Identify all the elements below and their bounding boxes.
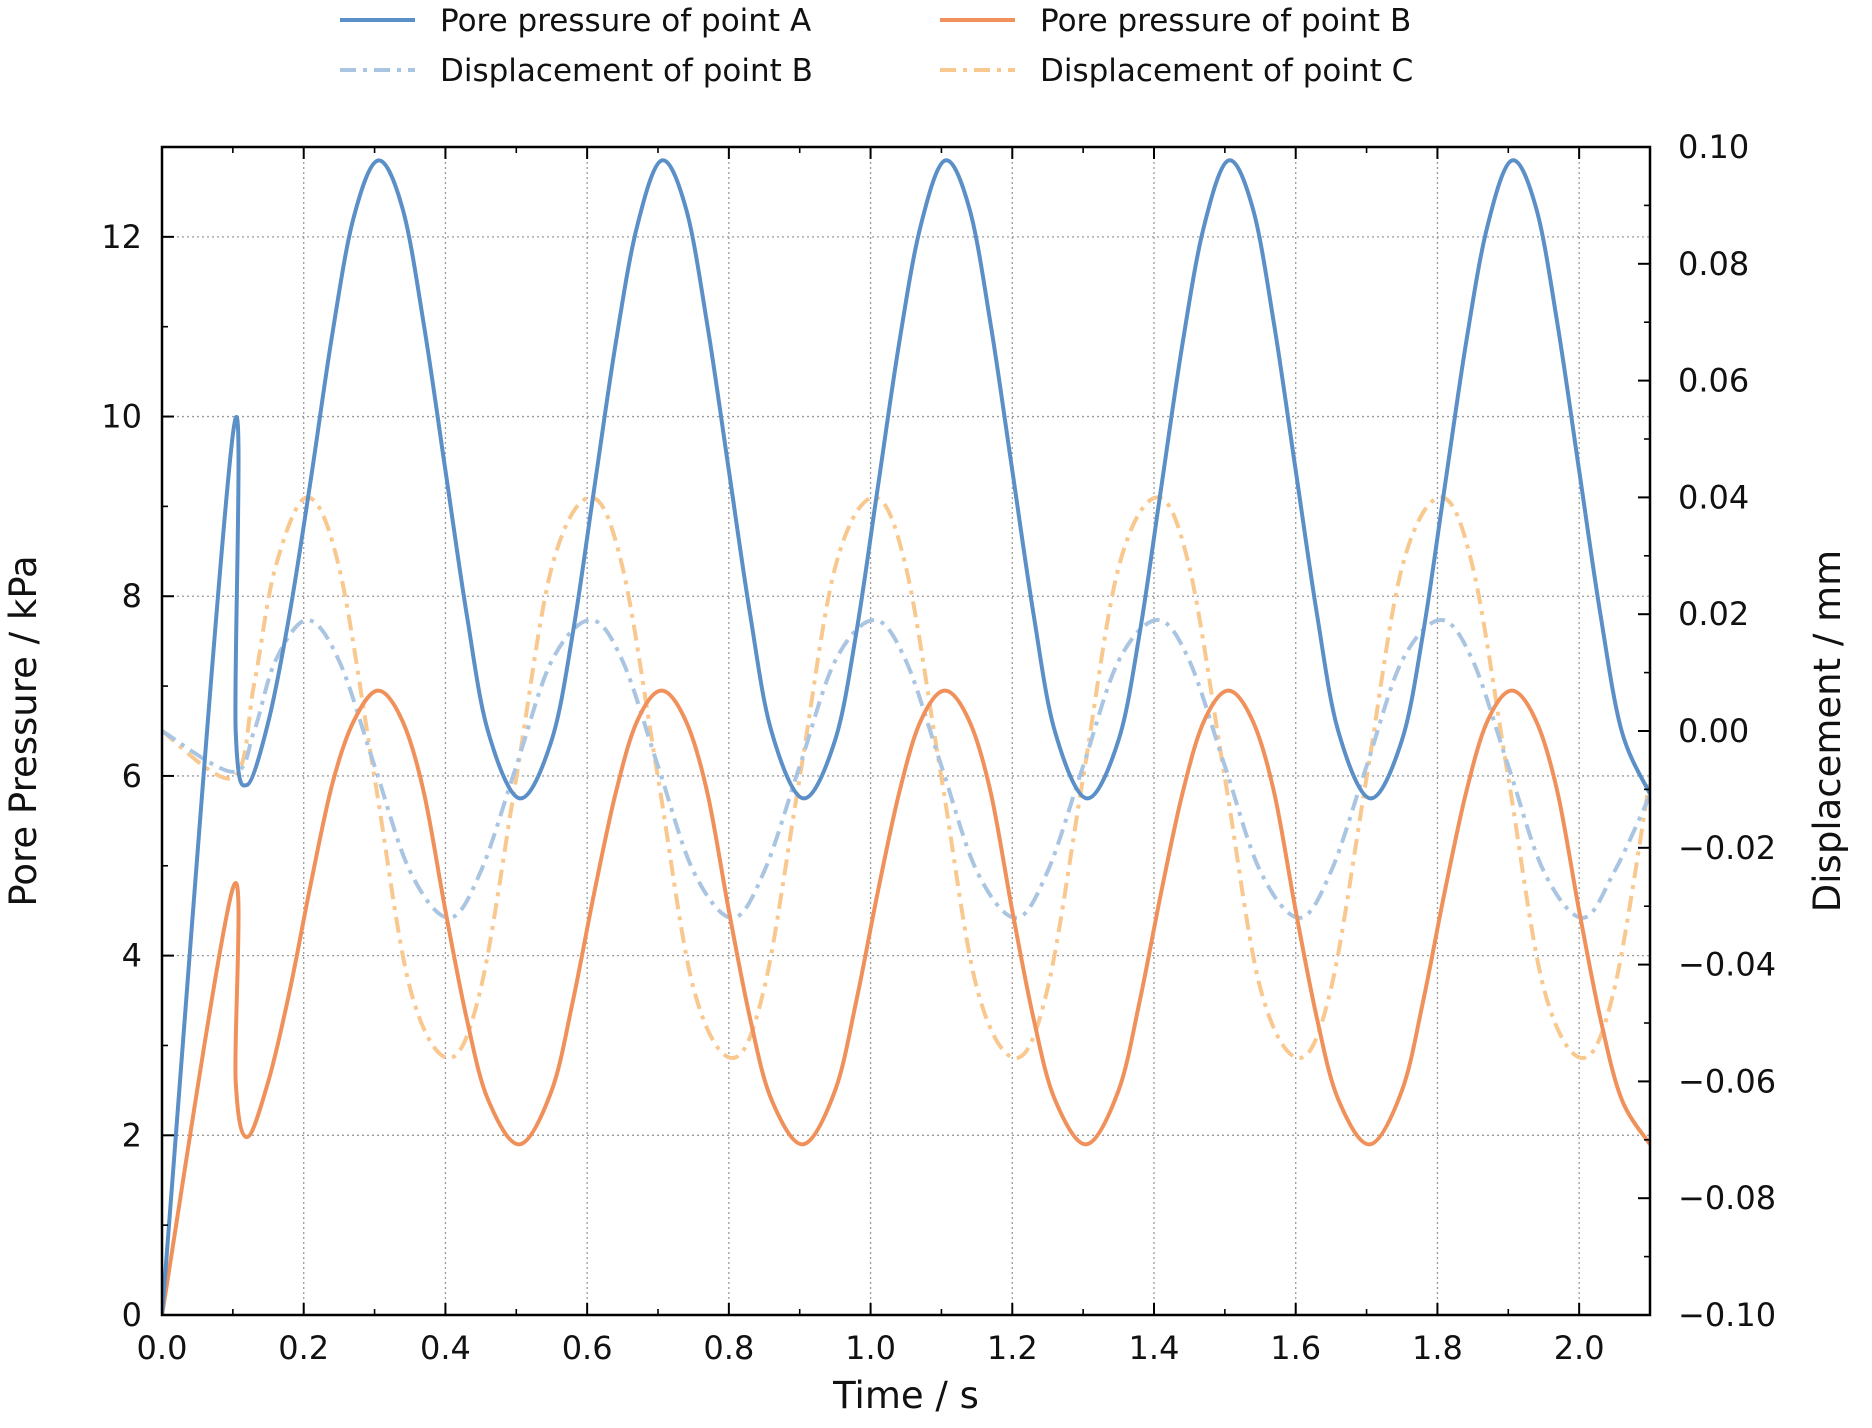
y-tick-label: 12 bbox=[101, 218, 142, 256]
y2-tick-label: 0.00 bbox=[1678, 712, 1749, 750]
y2-tick-label: 0.10 bbox=[1678, 128, 1749, 166]
series-lines bbox=[162, 158, 1650, 1315]
legend-label: Pore pressure of point B bbox=[1040, 3, 1411, 39]
series-line-2 bbox=[162, 688, 1650, 1315]
x-tick-label: 0.0 bbox=[137, 1329, 188, 1367]
legend-label: Displacement of point C bbox=[1040, 53, 1413, 89]
y-tick-label: 2 bbox=[122, 1116, 142, 1154]
plot-frame bbox=[160, 145, 1652, 1317]
tick-labels: 0.0 0.2 0.4 0.6 0.8 1.0 1.2 1.4 1.6 1.8 2.0 0 2 4 6 8 10… bbox=[101, 128, 1776, 1367]
grid bbox=[162, 147, 1650, 1315]
x-tick-label: 0.4 bbox=[420, 1329, 471, 1367]
x-tick-label: 1.8 bbox=[1412, 1329, 1463, 1367]
legend-label: Pore pressure of point A bbox=[440, 3, 811, 39]
y2-axis-title: Displacement / mm bbox=[1806, 550, 1849, 912]
x-tick-label: 1.0 bbox=[845, 1329, 896, 1367]
y-axis-title: Pore Pressure / kPa bbox=[2, 555, 45, 906]
y-tick-label: 4 bbox=[122, 937, 142, 975]
x-tick-label: 0.6 bbox=[562, 1329, 613, 1367]
x-tick-label: 1.6 bbox=[1270, 1329, 1321, 1367]
x-tick-label: 1.4 bbox=[1129, 1329, 1180, 1367]
axis-ticks bbox=[161, 146, 1651, 1316]
y2-tick-label: −0.06 bbox=[1678, 1062, 1776, 1100]
y2-tick-label: −0.10 bbox=[1678, 1296, 1776, 1334]
series-line-3 bbox=[162, 618, 1650, 920]
series-line-1 bbox=[162, 158, 1650, 1315]
x-tick-label: 2.0 bbox=[1554, 1329, 1605, 1367]
y2-tick-label: −0.04 bbox=[1678, 946, 1776, 984]
y2-tick-label: 0.08 bbox=[1678, 245, 1749, 283]
y-tick-label: 0 bbox=[122, 1296, 142, 1334]
y2-tick-label: −0.08 bbox=[1678, 1179, 1776, 1217]
x-tick-label: 0.8 bbox=[703, 1329, 754, 1367]
x-tick-label: 1.2 bbox=[987, 1329, 1038, 1367]
y2-tick-label: 0.02 bbox=[1678, 595, 1749, 633]
y-tick-label: 6 bbox=[122, 757, 142, 795]
x-tick-label: 0.2 bbox=[278, 1329, 329, 1367]
x-axis-title: Time / s bbox=[832, 1374, 979, 1417]
series-line-4 bbox=[162, 495, 1650, 1061]
y2-tick-label: −0.02 bbox=[1678, 829, 1776, 867]
legend-label: Displacement of point B bbox=[440, 53, 813, 89]
legend: Pore pressure of point A Displacement of … bbox=[340, 3, 1413, 89]
y2-tick-label: 0.04 bbox=[1678, 478, 1749, 516]
y2-tick-label: 0.06 bbox=[1678, 362, 1749, 400]
y-tick-label: 8 bbox=[122, 577, 142, 615]
y-tick-label: 10 bbox=[101, 398, 142, 436]
